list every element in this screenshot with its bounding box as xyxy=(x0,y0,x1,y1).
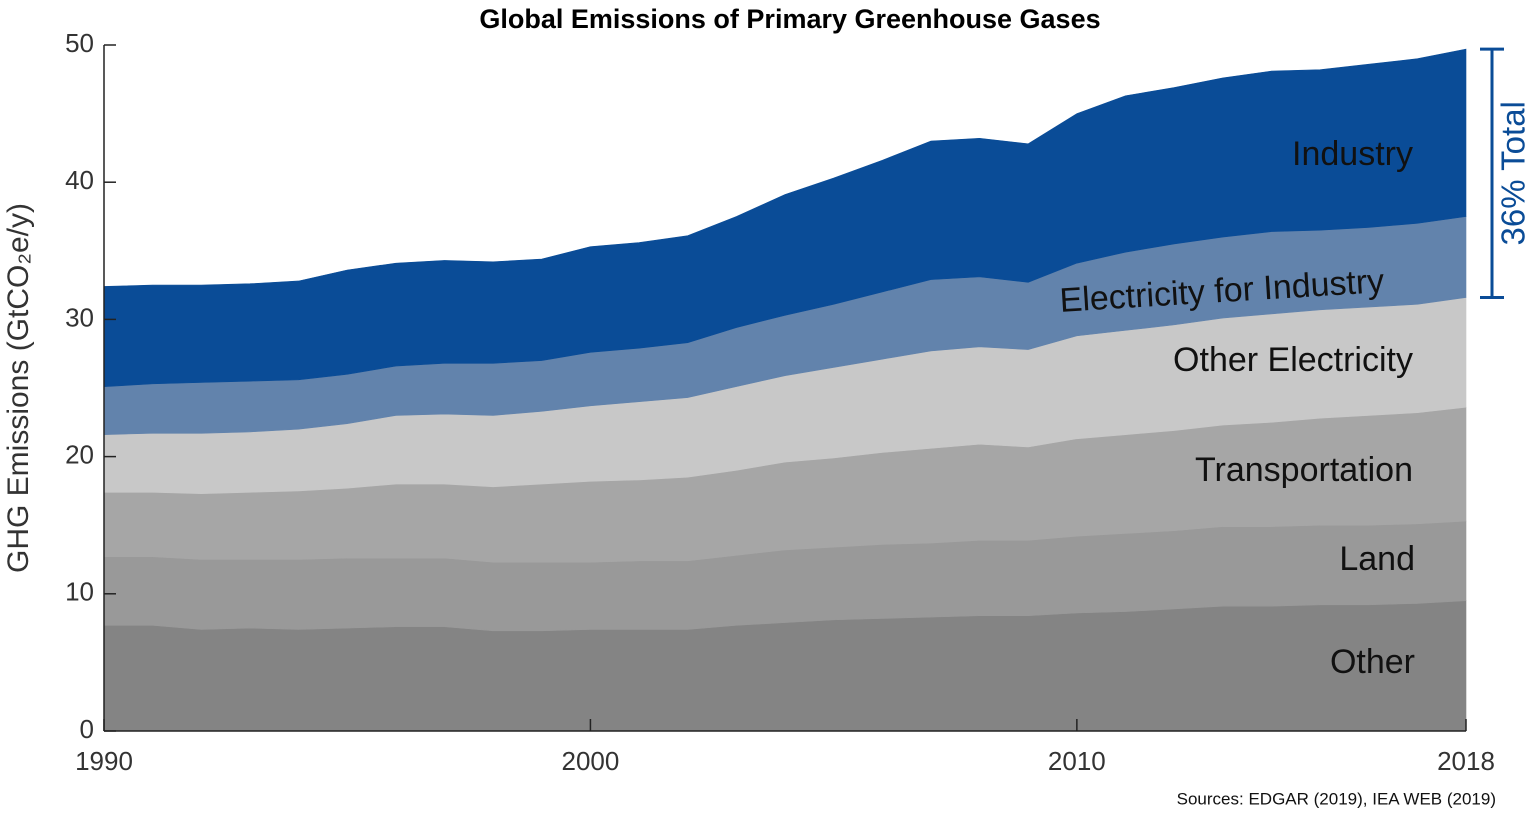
x-tick-label: 2010 xyxy=(1048,746,1106,776)
annotation: 36% Total xyxy=(1495,101,1532,245)
legend-label: Other xyxy=(1330,643,1415,681)
axes xyxy=(103,44,1467,732)
x-tick-label: 2000 xyxy=(562,746,620,776)
areas xyxy=(103,48,1467,732)
legend-label: Industry xyxy=(1292,135,1413,173)
y-tick-label: 30 xyxy=(65,302,94,332)
y-tick-label: 10 xyxy=(65,577,94,607)
y-tick-label: 0 xyxy=(80,714,94,744)
legend-label: Other Electricity xyxy=(1173,341,1413,379)
bracket xyxy=(1480,47,1504,299)
area xyxy=(103,48,1467,387)
legend-label: Transportation xyxy=(1195,451,1413,489)
y-tick-label: 20 xyxy=(65,439,94,469)
y-tick-label: 50 xyxy=(65,28,94,58)
chart-title: Global Emissions of Primary Greenhouse G… xyxy=(479,4,1100,34)
y-tick-label: 40 xyxy=(65,165,94,195)
x-tick-label: 2018 xyxy=(1437,746,1495,776)
x-tick-label: 1990 xyxy=(75,746,133,776)
legend-label: Land xyxy=(1339,540,1415,578)
source-note: Sources: EDGAR (2019), IEA WEB (2019) xyxy=(1177,789,1496,808)
y-axis-label: GHG Emissions (GtCO₂e/y) xyxy=(2,203,35,573)
